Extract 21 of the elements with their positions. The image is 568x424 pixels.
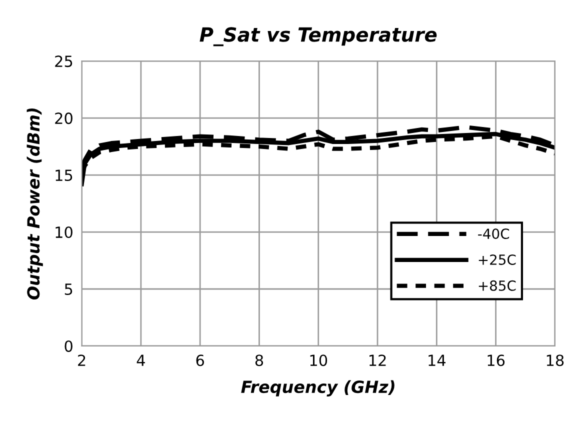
x-tick-label: 16 xyxy=(488,354,505,366)
x-tick-label: 4 xyxy=(136,354,145,366)
legend-label: -40C xyxy=(478,228,510,240)
y-tick-label: 0 xyxy=(64,340,72,352)
x-tick-label: 8 xyxy=(255,354,264,366)
y-axis-title: Output Power (dBm) xyxy=(26,108,43,300)
y-tick-label: 20 xyxy=(55,112,72,124)
x-tick-label: 2 xyxy=(78,354,86,366)
y-tick-label: 5 xyxy=(64,284,72,296)
legend-label: +25C xyxy=(478,254,516,265)
y-tick-label: 25 xyxy=(55,56,72,68)
x-tick-label: 14 xyxy=(428,354,446,366)
x-axis-title: Frequency (GHz) xyxy=(241,380,394,396)
y-tick-label: 15 xyxy=(56,170,72,182)
chart-title: P_Sat vs Temperature xyxy=(200,27,437,46)
x-tick-label: 6 xyxy=(196,354,204,366)
x-tick-label: 18 xyxy=(546,354,564,366)
y-tick-label: 10 xyxy=(56,226,72,238)
legend-label: +85C xyxy=(478,280,516,291)
x-tick-label: 12 xyxy=(369,354,386,366)
x-tick-label: 10 xyxy=(310,354,328,366)
